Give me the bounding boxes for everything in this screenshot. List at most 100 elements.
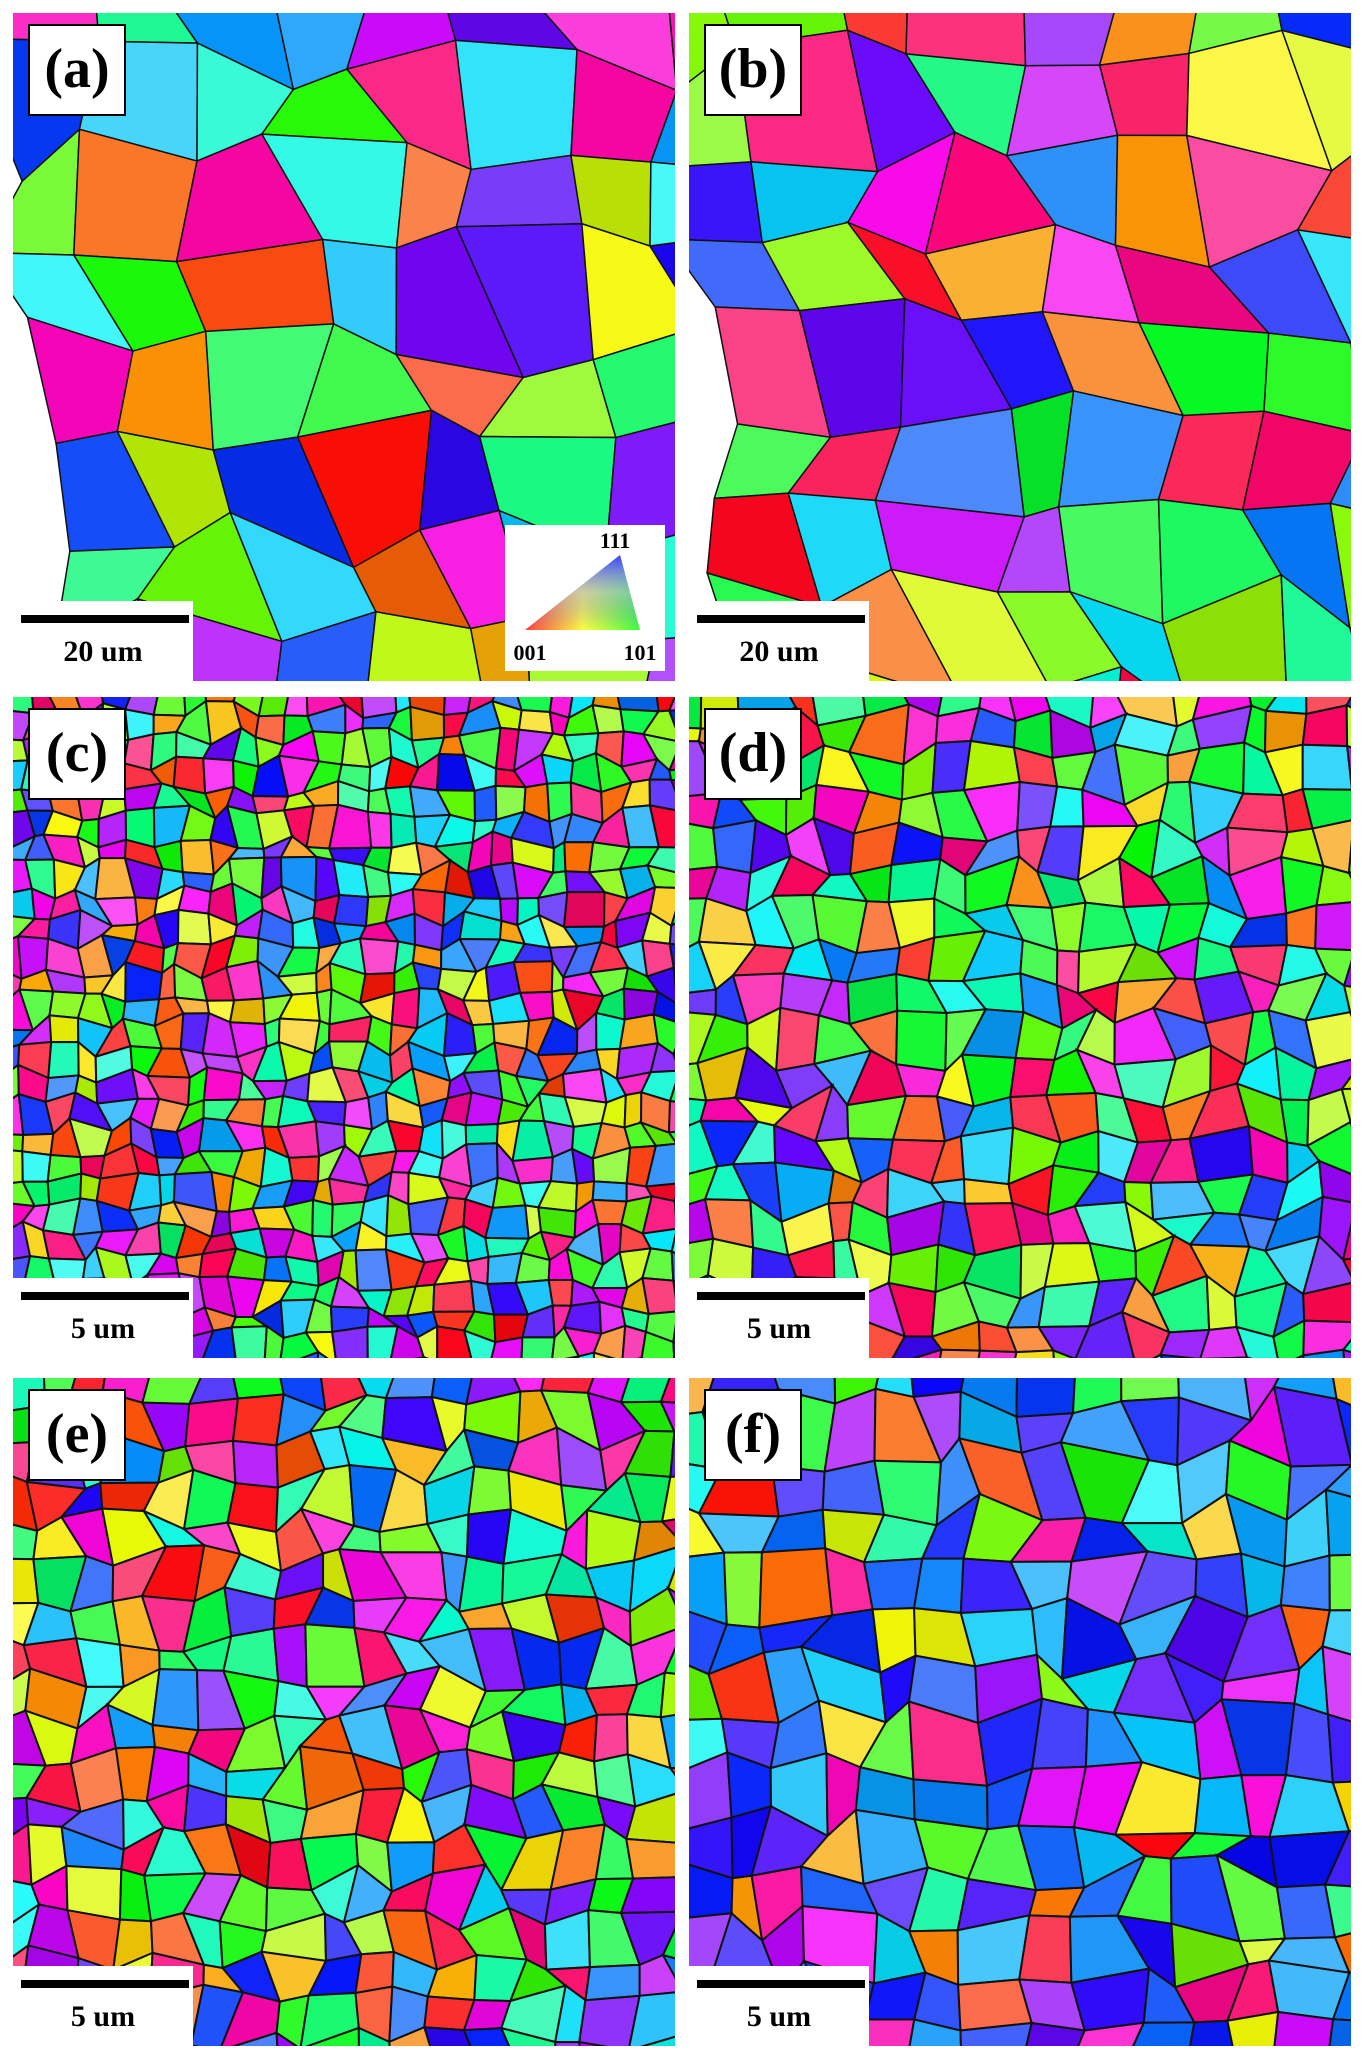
grain xyxy=(669,1430,675,1478)
grain xyxy=(592,333,675,439)
panel-label: (c) xyxy=(46,722,108,784)
grain xyxy=(672,966,675,988)
grain-map xyxy=(689,13,1351,681)
grain xyxy=(1329,459,1351,509)
grain xyxy=(367,610,482,681)
grain xyxy=(672,1279,675,1299)
grain xyxy=(511,1156,554,1185)
grain xyxy=(1333,1932,1351,1974)
grain xyxy=(649,1041,675,1074)
grain xyxy=(454,39,578,171)
ebsd-panel: (f) 5 um xyxy=(689,1378,1351,2046)
grain xyxy=(1315,864,1351,907)
ebsd-panel: (b) 20 um xyxy=(689,13,1351,681)
grain xyxy=(1068,590,1181,681)
grain xyxy=(669,778,675,792)
grain xyxy=(1132,2021,1196,2046)
grain xyxy=(499,2026,557,2046)
grain xyxy=(1347,839,1351,875)
grain xyxy=(1052,1348,1076,1358)
grain xyxy=(1036,1325,1091,1358)
grain xyxy=(13,1557,40,1605)
grain xyxy=(1356,1180,1364,1211)
grain xyxy=(640,2035,675,2046)
grain xyxy=(21,1150,52,1183)
scale-bar-box xyxy=(13,1278,193,1358)
grain xyxy=(464,1122,499,1146)
grain xyxy=(1328,2018,1351,2046)
grain xyxy=(862,1557,924,1611)
grain xyxy=(1263,332,1351,432)
grain xyxy=(584,1963,641,2002)
grain xyxy=(1341,1221,1351,1261)
grain xyxy=(648,241,675,288)
grain xyxy=(578,1994,641,2046)
grain xyxy=(13,1133,25,1153)
grain xyxy=(299,1350,320,1358)
grain xyxy=(1202,1356,1249,1358)
grain xyxy=(712,819,758,875)
grain xyxy=(592,1351,616,1358)
grain xyxy=(1323,1829,1351,1888)
grain xyxy=(1015,1378,1076,1418)
grain xyxy=(189,2044,200,2046)
scale-bar-text: 5 um xyxy=(747,2000,811,2033)
grain xyxy=(1324,1488,1351,1557)
grain xyxy=(1302,1348,1345,1358)
grain xyxy=(520,1336,556,1358)
grain xyxy=(887,857,942,904)
grain xyxy=(1301,743,1351,791)
grain xyxy=(484,1204,530,1240)
grain xyxy=(775,1006,820,1072)
grain xyxy=(1302,1282,1351,1324)
grain xyxy=(689,727,702,743)
grain xyxy=(1304,1011,1351,1070)
grain xyxy=(231,1439,279,1489)
grain xyxy=(311,730,347,766)
grain xyxy=(1296,228,1351,344)
scale-bar-text: 20 um xyxy=(739,635,818,668)
grain xyxy=(1321,1609,1351,1656)
panel-label: (f) xyxy=(725,1403,781,1465)
grain xyxy=(547,1278,574,1307)
grain xyxy=(648,804,675,849)
grain xyxy=(564,1355,581,1358)
grain xyxy=(543,13,675,91)
scale-bar-box xyxy=(13,601,193,681)
label-box xyxy=(28,24,126,116)
grain xyxy=(332,893,370,928)
grain xyxy=(390,986,421,1030)
grain xyxy=(1341,1257,1351,1278)
grain xyxy=(977,1349,1018,1358)
grain xyxy=(272,1623,308,1688)
grain xyxy=(189,1983,245,2046)
grain xyxy=(645,846,675,874)
grain xyxy=(231,1393,285,1447)
grain xyxy=(13,887,36,921)
grain xyxy=(667,709,675,729)
grain xyxy=(659,1378,675,1404)
grain xyxy=(416,1324,439,1358)
grain xyxy=(1285,904,1318,950)
grain xyxy=(563,841,595,874)
grain xyxy=(1234,1325,1279,1358)
ebsd-panel: (a) 20 um xyxy=(13,13,675,681)
panel-label: (e) xyxy=(46,1403,108,1465)
grain xyxy=(959,1126,1015,1186)
grain xyxy=(889,568,1047,681)
scale-bar-text: 20 um xyxy=(63,635,142,668)
grain xyxy=(669,910,675,928)
grain xyxy=(649,93,675,166)
grain xyxy=(648,778,675,812)
grain xyxy=(230,1325,268,1358)
grain xyxy=(672,1323,675,1344)
grain xyxy=(1331,1780,1351,1833)
scale-bar xyxy=(21,615,189,623)
grain xyxy=(1159,1328,1211,1358)
grain xyxy=(462,2027,511,2046)
grain xyxy=(228,997,266,1026)
ebsd-panel: (e) 5 um xyxy=(13,1378,675,2046)
grain xyxy=(670,1232,675,1255)
grain xyxy=(641,709,675,742)
